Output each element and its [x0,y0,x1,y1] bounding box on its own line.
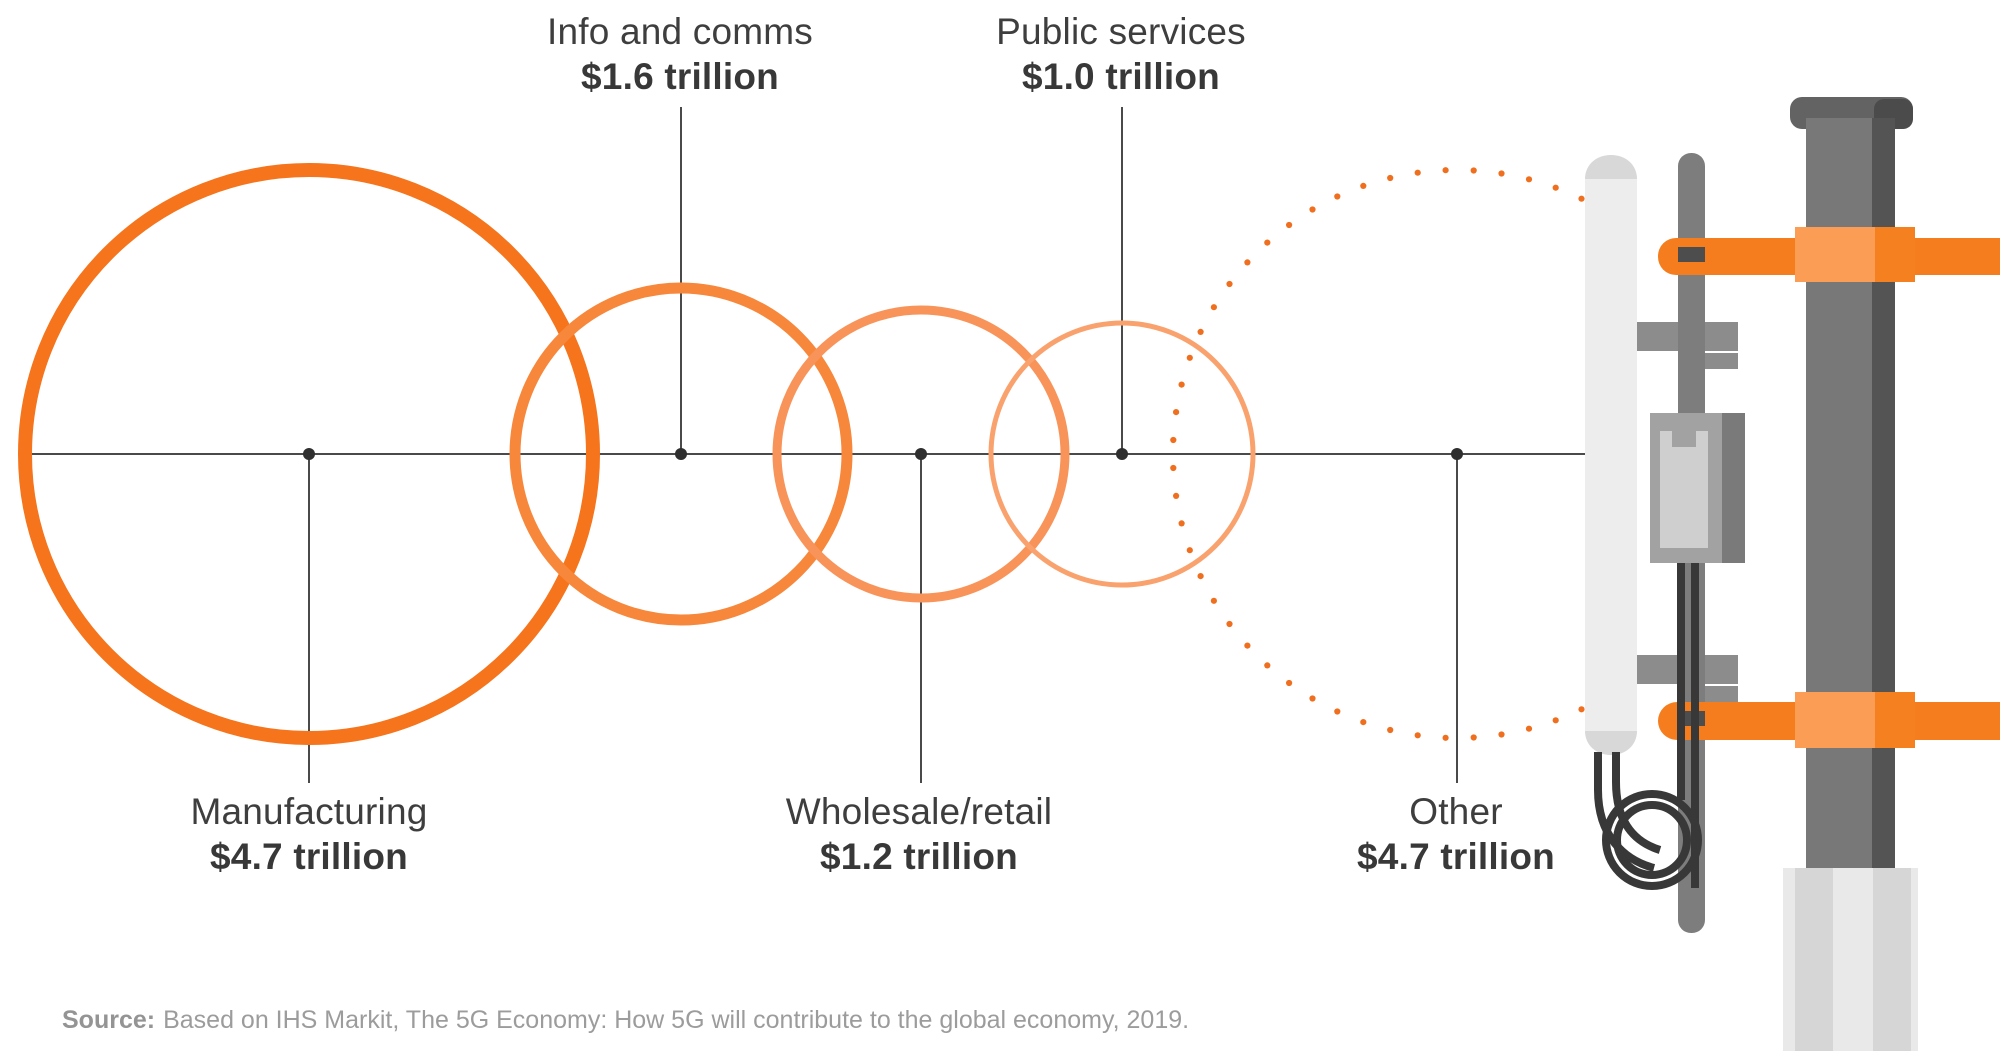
cable-left [1594,752,1656,872]
center-dot-manufacturing [303,448,315,460]
sector-name: Manufacturing [190,791,428,832]
mast-base-strip-left [1795,868,1833,1051]
circle-info-and-comms [509,282,853,626]
sector-label-wholesale-retail: Wholesale/retail $1.2 trillion [786,789,1052,879]
circle-public-services [988,320,1256,588]
sector-value: $4.7 trillion [210,836,408,877]
antenna-panel-bottom-cap [1585,731,1637,755]
pole-clamp-band-top [1678,247,1705,262]
sector-value: $1.0 trillion [1022,56,1220,97]
center-dot-wholesale-retail [915,448,927,460]
antenna-panel-top-cap [1585,155,1637,179]
bracket-top-tab [1702,353,1738,369]
source-text: Based on IHS Markit, The 5G Economy: How… [163,1006,1190,1034]
center-dot-info-and-comms [675,448,687,460]
sector-name: Public services [996,11,1246,52]
center-dot-other [1451,448,1463,460]
sector-name: Other [1409,791,1503,832]
crossbar-bottom-clamp-shade [1875,692,1915,748]
sector-label-other: Other $4.7 trillion [1357,789,1555,879]
cable-left-2 [1612,752,1662,854]
cable-loop-inner [1613,801,1691,879]
sector-label-manufacturing: Manufacturing $4.7 trillion [190,789,427,879]
source-attribution: Source: Based on IHS Markit, The 5G Econo… [62,1004,1189,1036]
sector-value: $4.7 trillion [1357,836,1555,877]
circle-other-dotted [1170,167,1585,741]
sector-value: $1.2 trillion [820,836,1018,877]
crossbar-bottom-clamp [1795,692,1875,748]
source-label: Source: [62,1006,156,1034]
rru-box-shade [1722,413,1745,563]
sector-label-public-services: Public services $1.0 trillion [996,9,1246,99]
mast-pole-shade [1872,118,1895,870]
mast-base-strip-right [1873,868,1911,1051]
sector-name: Info and comms [546,11,814,52]
circle-wholesale-retail [772,305,1070,603]
antenna-panel [1585,155,1637,755]
center-dot-public-services [1116,448,1128,460]
crossbar-top-clamp-shade [1875,227,1915,282]
crossbar-top-clamp [1795,227,1875,282]
sector-value: $1.6 trillion [581,56,779,97]
rru-box-notch [1672,431,1696,447]
circle-manufacturing [18,163,600,745]
sector-name: Wholesale/retail [785,791,1053,832]
cable-loop-outer [1602,790,1702,890]
rru-box-panel [1660,431,1708,548]
antenna-illustration [1585,97,2000,1051]
sector-label-info-and-comms: Info and comms $1.6 trillion [547,9,813,99]
bracket-bottom-tab [1702,686,1738,702]
